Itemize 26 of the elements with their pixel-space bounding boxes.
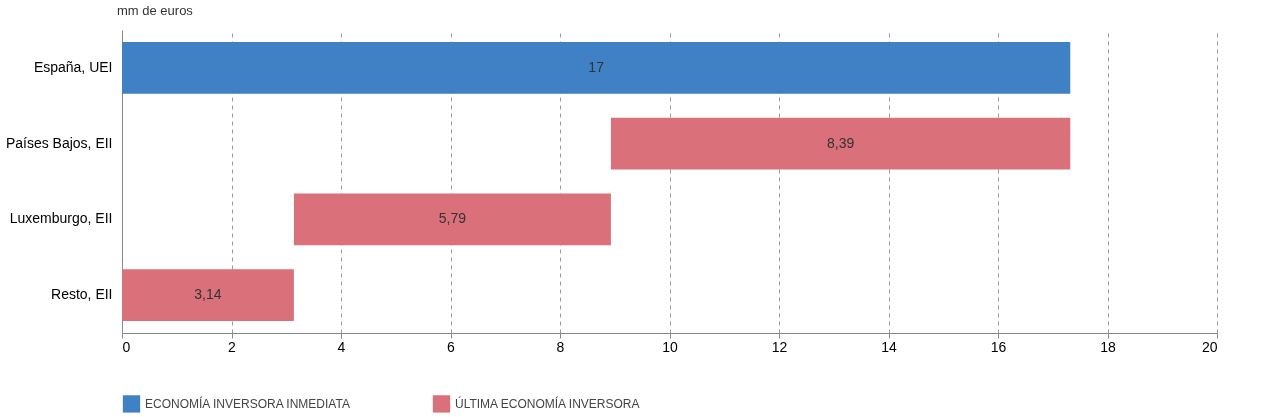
bar [610,117,1071,170]
y-tick-label: Países Bajos, EII [5,134,113,151]
bar [122,269,294,321]
data-label: 17 [588,58,605,75]
x-tick-label: 14 [881,338,897,355]
x-tick-label: 0 [122,338,131,355]
y-tick-label: Resto, EII [51,286,113,303]
x-tick-label: 16 [990,338,1007,355]
x-tick-label: 18 [1100,338,1116,355]
data-label: 5,79 [438,210,467,227]
x-tick-label: 20 [1201,338,1218,355]
bar [122,42,1071,94]
y-tick-label: Luxemburgo, EII [9,210,113,227]
bar [293,193,611,246]
legend-label: ECONOMÍA INVERSORA INMEDIATA [145,395,350,411]
x-tick-label: 2 [228,338,237,355]
y-tick-label: España, UEI [33,58,113,75]
x-tick-label: 8 [556,338,565,355]
x-tick-label: 6 [447,338,456,355]
data-label: 3,14 [194,286,222,303]
x-tick-label: 12 [771,338,788,355]
x-tick-label: 4 [337,338,346,355]
chart-title: mm de euros [117,3,194,18]
x-tick-label: 10 [662,338,678,355]
data-label: 8,39 [826,134,855,151]
legend-label: ÚLTIMA ECONOMÍA INVERSORA [455,395,640,411]
